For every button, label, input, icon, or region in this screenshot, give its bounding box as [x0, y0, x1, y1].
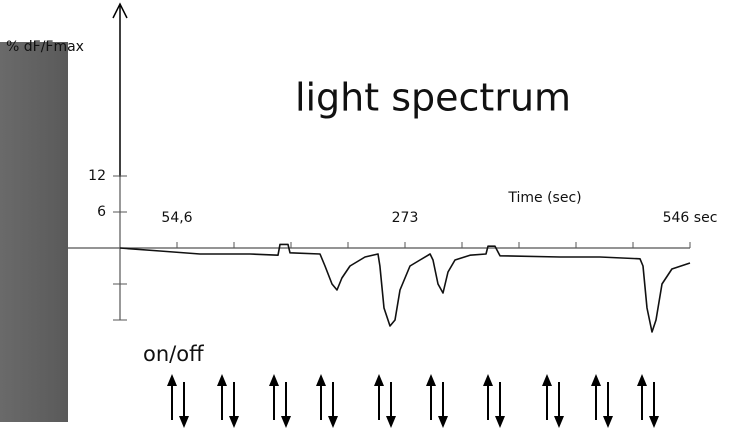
down-arrow-head: [603, 416, 613, 428]
x-axis-label: Time (sec): [507, 190, 581, 206]
y-axis-label: % dF/Fmax: [6, 39, 84, 55]
figure: % dF/Fmax light spectrum Time (sec) on/o…: [0, 0, 737, 431]
up-arrow-head: [374, 374, 384, 386]
down-arrow-head: [328, 416, 338, 428]
down-arrow-head: [649, 416, 659, 428]
up-arrow-head: [217, 374, 227, 386]
down-arrow-head: [229, 416, 239, 428]
down-arrow-head: [495, 416, 505, 428]
x-tick-label: 54,6: [161, 210, 192, 226]
x-tick-label: 546 sec: [663, 210, 718, 226]
down-arrow-head: [438, 416, 448, 428]
down-arrow-head: [386, 416, 396, 428]
gray-panel: [0, 42, 68, 422]
stimulus-arrows: [167, 374, 659, 428]
down-arrow-head: [554, 416, 564, 428]
up-arrow-head: [591, 374, 601, 386]
trace: [120, 244, 690, 332]
y-tick-label: 6: [97, 204, 106, 220]
up-arrow-head: [269, 374, 279, 386]
down-arrow-head: [179, 416, 189, 428]
annotation: on/off: [143, 342, 204, 366]
down-arrow-head: [281, 416, 291, 428]
y-tick-label: 12: [88, 168, 106, 184]
up-arrow-head: [637, 374, 647, 386]
up-arrow-head: [542, 374, 552, 386]
up-arrow-head: [426, 374, 436, 386]
chart-title: light spectrum: [295, 76, 571, 120]
up-arrow-head: [167, 374, 177, 386]
up-arrow-head: [316, 374, 326, 386]
x-tick-label: 273: [392, 210, 419, 226]
up-arrow-head: [483, 374, 493, 386]
